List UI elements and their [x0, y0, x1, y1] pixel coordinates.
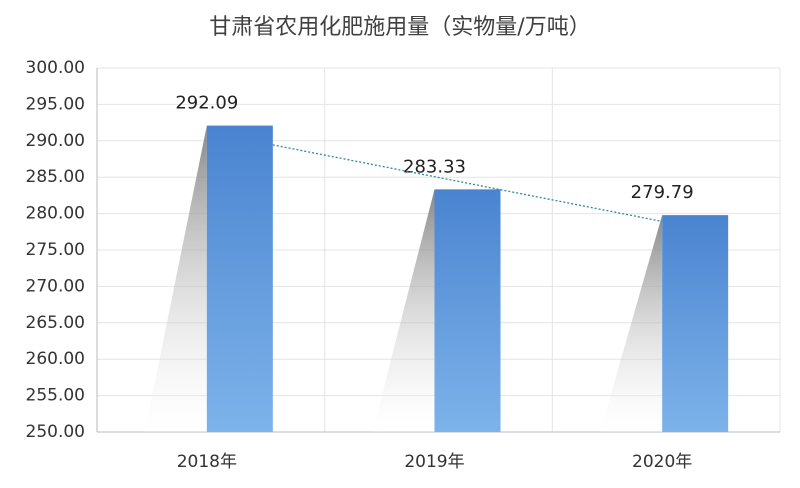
- y-tick-label: 295.00: [26, 94, 85, 114]
- bar: [662, 215, 729, 432]
- bar: [434, 189, 501, 432]
- chart-title: 甘肃省农用化肥施用量（实物量/万吨）: [209, 15, 590, 40]
- bar-shadow: [372, 189, 435, 432]
- y-tick-label: 300.00: [26, 58, 85, 78]
- y-tick-label: 270.00: [26, 276, 85, 296]
- x-tick-label: 2019年: [404, 452, 464, 472]
- value-label: 292.09: [175, 93, 238, 114]
- x-tick-label: 2020年: [632, 452, 692, 472]
- y-tick-label: 260.00: [26, 349, 85, 369]
- y-tick-label: 265.00: [26, 313, 85, 333]
- y-tick-label: 285.00: [26, 167, 85, 187]
- y-tick-label: 290.00: [26, 131, 85, 151]
- y-tick-label: 280.00: [26, 204, 85, 224]
- bar-shadow: [144, 125, 207, 432]
- bar: [206, 125, 273, 432]
- bar-shadow: [600, 215, 663, 432]
- value-label: 283.33: [403, 156, 466, 177]
- x-tick-label: 2018年: [177, 452, 237, 472]
- y-tick-label: 250.00: [26, 422, 85, 442]
- y-tick-label: 275.00: [26, 240, 85, 260]
- y-tick-label: 255.00: [26, 386, 85, 406]
- value-label: 279.79: [631, 182, 694, 203]
